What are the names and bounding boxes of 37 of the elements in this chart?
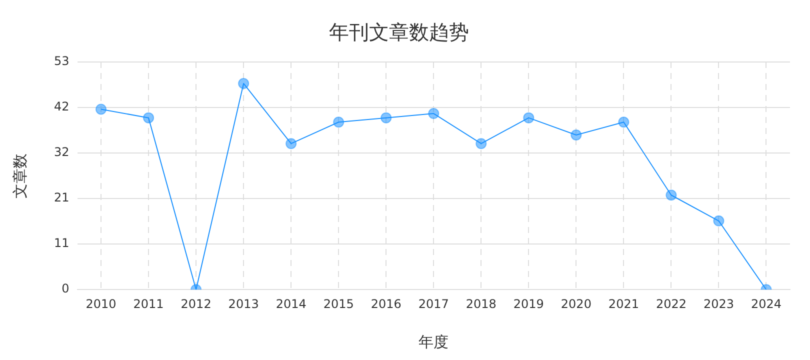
x-tick-label: 2010 [86,296,116,311]
point [476,138,487,150]
x-tick-label: 2021 [608,296,639,311]
y-tick-label: 11 [54,236,70,250]
x-tick-label: 2015 [323,296,354,311]
point [428,108,440,120]
point [333,116,344,128]
y-axis-title: 文章数 [10,153,29,198]
point [570,130,582,141]
x-tick-label: 2023 [703,296,734,311]
point [380,112,392,124]
point [523,112,534,124]
point [143,112,154,124]
point [666,190,677,201]
point [238,78,250,89]
x-tick-label: 2011 [133,296,164,311]
x-tick-label: 2016 [370,296,402,311]
point [96,104,107,115]
x-tick-label: 2018 [466,296,496,311]
y-tick-label: 21 [54,190,70,205]
x-tick-label: 2013 [228,296,259,311]
chart-title: 年刊文章数趋势 [329,20,469,44]
y-tick-label: 32 [54,145,70,160]
x-tick-label: 2024 [750,296,782,311]
x-tick-label: 2014 [276,296,306,311]
y-tick-label: 0 [62,282,70,296]
x-tick-label: 2017 [418,296,449,311]
point [713,215,724,226]
y-tick-label: 42 [54,100,70,114]
y-tick-label: 53 [54,54,70,68]
point [618,116,630,128]
x-tick-label: 2019 [513,296,544,311]
x-tick-label: 2012 [180,296,212,311]
x-tick-label: 2022 [656,296,686,311]
x-axis-title: 年度 [418,332,449,351]
x-tick-label: 2020 [560,296,592,311]
point [286,138,297,150]
